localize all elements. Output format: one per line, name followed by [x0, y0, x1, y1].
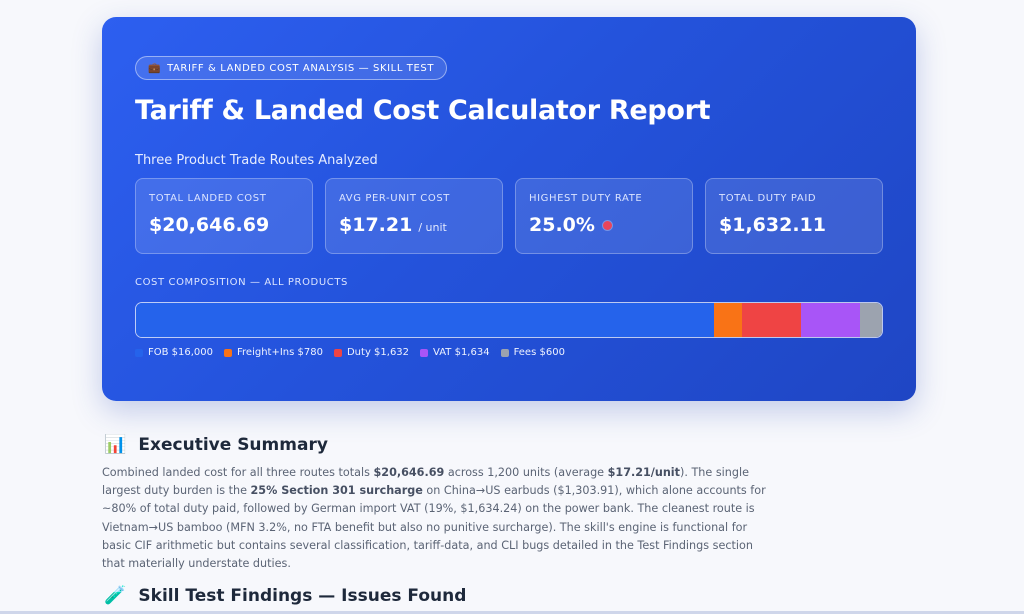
stat-label: TOTAL LANDED COST — [149, 193, 267, 204]
red-dot-icon — [602, 220, 612, 230]
page-subtitle: Three Product Trade Routes Analyzed — [135, 153, 378, 168]
stat-value: 25.0% — [529, 214, 595, 236]
legend-label: FOB $16,000 — [148, 347, 214, 358]
legend-item: Freight+Ins $780 — [224, 347, 323, 358]
stat-card-total-duty-paid: TOTAL DUTY PAID $1,632.11 — [705, 178, 883, 254]
legend-item: Fees $600 — [500, 347, 565, 358]
executive-summary-text: Combined landed cost for all three route… — [102, 466, 766, 571]
composition-segment — [136, 303, 715, 337]
section-title-text: Executive Summary — [138, 434, 328, 455]
report-badge: 💼 TARIFF & LANDED COST ANALYSIS — SKILL … — [135, 56, 448, 80]
stat-unit: / unit — [418, 221, 447, 234]
page-title: Tariff & Landed Cost Calculator Report — [135, 95, 711, 126]
stat-value: $17.21 — [339, 214, 413, 236]
legend-label: Duty $1,632 — [346, 347, 410, 358]
legend-item: FOB $16,000 — [135, 347, 213, 358]
badge-text: TARIFF & LANDED COST ANALYSIS — SKILL TE… — [167, 62, 435, 74]
test-tube-icon: 🧪 — [104, 585, 127, 606]
stat-cards: TOTAL LANDED COST $20,646.69 AVG PER-UNI… — [135, 178, 883, 254]
composition-label: COST COMPOSITION — ALL PRODUCTS — [135, 277, 349, 288]
bottom-divider — [0, 611, 1024, 614]
legend-swatch — [333, 348, 342, 357]
legend-label: Fees $600 — [513, 347, 565, 358]
stat-value: $1,632.11 — [719, 214, 826, 236]
composition-segment — [801, 303, 861, 337]
cost-composition-legend: FOB $16,000 Freight+Ins $780 Duty $1,632 VA… — [135, 347, 565, 358]
test-findings-heading: 🧪 Skill Test Findings — Issues Found — [104, 585, 466, 606]
legend-swatch — [135, 348, 143, 357]
cost-composition-bar — [135, 302, 883, 338]
legend-item: Duty $1,632 — [333, 347, 410, 358]
stat-card-highest-duty-rate: HIGHEST DUTY RATE 25.0% — [515, 178, 693, 254]
legend-swatch — [420, 348, 429, 357]
legend-item: VAT $1,634 — [420, 347, 490, 358]
legend-label: Freight+Ins $780 — [237, 347, 323, 358]
report-hero: 💼 TARIFF & LANDED COST ANALYSIS — SKILL … — [102, 17, 916, 401]
section-title-text: Skill Test Findings — Issues Found — [138, 585, 467, 606]
composition-segment — [742, 303, 802, 337]
composition-segment — [860, 303, 882, 337]
bar-chart-icon: 📊 — [104, 434, 127, 455]
legend-label: VAT $1,634 — [433, 347, 490, 358]
stat-label: TOTAL DUTY PAID — [719, 193, 817, 204]
executive-summary-heading: 📊 Executive Summary — [104, 434, 328, 455]
stat-label: HIGHEST DUTY RATE — [529, 193, 643, 204]
stat-label: AVG PER-UNIT COST — [339, 193, 451, 204]
briefcase-icon: 💼 — [148, 62, 162, 74]
composition-segment — [714, 303, 743, 337]
stat-card-avg-unit-cost: AVG PER-UNIT COST $17.21 / unit — [325, 178, 503, 254]
legend-swatch — [500, 348, 509, 357]
stat-card-total-landed-cost: TOTAL LANDED COST $20,646.69 — [135, 178, 313, 254]
stat-value: $20,646.69 — [149, 214, 270, 236]
legend-swatch — [224, 348, 233, 357]
